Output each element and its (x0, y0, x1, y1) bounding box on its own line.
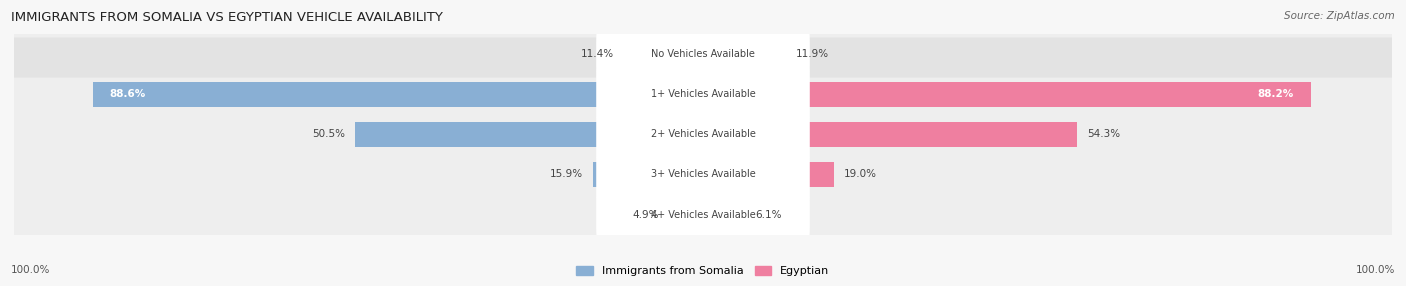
Text: 88.2%: 88.2% (1257, 90, 1294, 99)
Text: 54.3%: 54.3% (1087, 130, 1121, 139)
Bar (356, 122, 703, 147)
Bar (703, 42, 785, 67)
Text: 3+ Vehicles Available: 3+ Vehicles Available (651, 170, 755, 179)
FancyBboxPatch shape (596, 22, 810, 87)
FancyBboxPatch shape (596, 102, 810, 167)
Text: 19.0%: 19.0% (844, 170, 877, 179)
FancyBboxPatch shape (0, 0, 1406, 231)
FancyBboxPatch shape (0, 78, 1406, 286)
Text: No Vehicles Available: No Vehicles Available (651, 49, 755, 59)
Bar (669, 202, 703, 227)
Bar (624, 42, 703, 67)
FancyBboxPatch shape (596, 62, 810, 127)
Text: 4+ Vehicles Available: 4+ Vehicles Available (651, 210, 755, 219)
FancyBboxPatch shape (596, 142, 810, 207)
Text: 15.9%: 15.9% (550, 170, 583, 179)
Bar (703, 202, 745, 227)
Text: IMMIGRANTS FROM SOMALIA VS EGYPTIAN VEHICLE AVAILABILITY: IMMIGRANTS FROM SOMALIA VS EGYPTIAN VEHI… (11, 11, 443, 24)
Bar (703, 122, 1077, 147)
Bar (93, 82, 703, 107)
FancyBboxPatch shape (0, 0, 1406, 191)
Text: 4.9%: 4.9% (633, 210, 659, 219)
Text: 6.1%: 6.1% (755, 210, 782, 219)
Bar (703, 82, 1310, 107)
Text: 2+ Vehicles Available: 2+ Vehicles Available (651, 130, 755, 139)
Legend: Immigrants from Somalia, Egyptian: Immigrants from Somalia, Egyptian (572, 261, 834, 281)
Bar (593, 162, 703, 187)
Text: 100.0%: 100.0% (11, 265, 51, 275)
Text: 1+ Vehicles Available: 1+ Vehicles Available (651, 90, 755, 99)
Text: 11.9%: 11.9% (796, 49, 828, 59)
Text: Source: ZipAtlas.com: Source: ZipAtlas.com (1284, 11, 1395, 21)
Text: 100.0%: 100.0% (1355, 265, 1395, 275)
Bar (703, 162, 834, 187)
Text: 11.4%: 11.4% (581, 49, 614, 59)
FancyBboxPatch shape (0, 0, 1406, 271)
Text: 50.5%: 50.5% (312, 130, 344, 139)
FancyBboxPatch shape (0, 37, 1406, 286)
Text: 88.6%: 88.6% (110, 90, 146, 99)
FancyBboxPatch shape (596, 182, 810, 247)
